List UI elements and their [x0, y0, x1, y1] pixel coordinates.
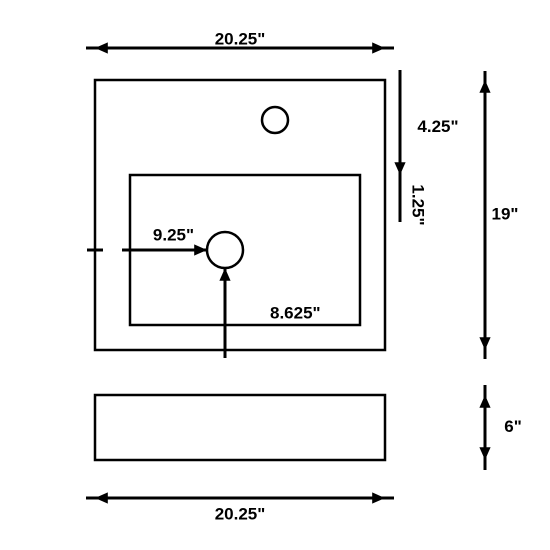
technical-drawing-svg: 20.25" 20.25" 19" 4.25" 1.25" 9.25" 8.625" 6"	[0, 0, 550, 550]
svg-text:20.25": 20.25"	[215, 29, 266, 48]
svg-text:20.25": 20.25"	[215, 504, 266, 523]
svg-text:1.25": 1.25"	[409, 184, 428, 225]
svg-text:4.25": 4.25"	[417, 117, 458, 136]
svg-text:9.25": 9.25"	[153, 225, 194, 244]
svg-text:19": 19"	[492, 204, 519, 223]
svg-text:6": 6"	[504, 417, 522, 436]
diagram-container: 20.25" 20.25" 19" 4.25" 1.25" 9.25" 8.625" 6"	[0, 0, 550, 550]
svg-text:8.625": 8.625"	[270, 303, 321, 322]
